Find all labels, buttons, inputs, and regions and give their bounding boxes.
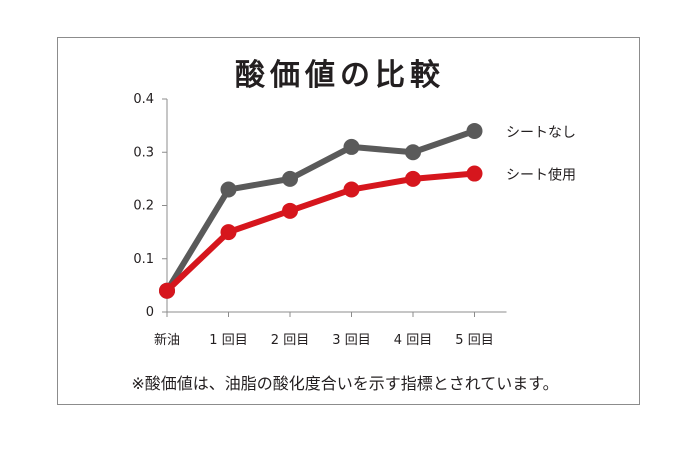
chart-footnote: ※酸価値は、油脂の酸化度合いを示す指標とされています。 (131, 374, 558, 393)
y-tick-label: 0.3 (133, 145, 154, 160)
data-point-series-2 (282, 202, 298, 219)
series-line-1 (164, 127, 478, 294)
data-point-series-1 (282, 170, 298, 187)
series-line-2 (164, 170, 478, 294)
data-point-series-1 (405, 144, 421, 161)
data-point-series-2 (405, 170, 421, 187)
y-tick-label: 0 (146, 305, 154, 320)
data-point-series-2 (220, 224, 237, 241)
legend-label-series-2: シート使用 (506, 167, 576, 184)
data-point-series-1 (466, 122, 483, 139)
y-axis: 0 0.1 0.2 0.3 0.4 (133, 92, 168, 320)
x-tick-label: 新油 (154, 332, 180, 348)
data-point-series-2 (159, 282, 175, 299)
x-tick-label: 1 回目 (209, 333, 247, 348)
data-point-series-2 (466, 165, 483, 182)
data-point-series-2 (343, 181, 360, 198)
x-tick-label: 3 回目 (332, 333, 370, 348)
legend-label-series-1: シートなし (506, 125, 576, 141)
x-tick-label: 5 回目 (455, 333, 493, 348)
chart-title: 酸価値の比較 (235, 58, 445, 93)
data-point-series-1 (220, 181, 237, 198)
x-tick-label: 2 回目 (271, 333, 309, 348)
y-tick-label: 0.4 (133, 92, 154, 107)
data-point-series-1 (343, 138, 360, 155)
y-tick-label: 0.1 (133, 252, 154, 267)
y-tick-label: 0.2 (133, 199, 154, 214)
chart-frame (57, 37, 640, 405)
x-axis: 新油 1 回目 2 回目 3 回目 4 回目 5 回目 (154, 311, 507, 348)
x-tick-label: 4 回目 (394, 333, 432, 348)
series-layer (159, 122, 483, 299)
